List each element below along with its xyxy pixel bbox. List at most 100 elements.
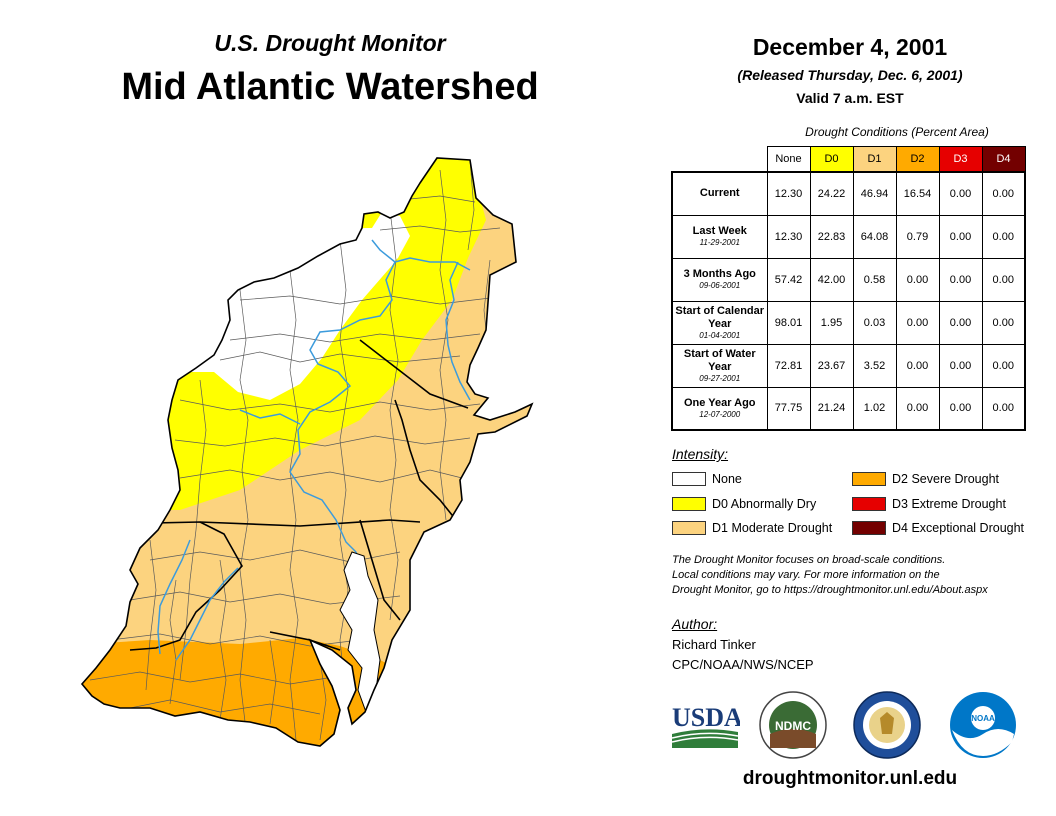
- table-cell: 46.94: [852, 171, 897, 216]
- table-row: 3 Months Ago 09-06-2001 57.42 42.00 0.58 0.00…: [671, 257, 1026, 302]
- legend-item-d0: D0 Abnormally Dry: [672, 497, 816, 511]
- table-cell: 0.58: [852, 257, 897, 302]
- legend-swatch: [672, 521, 706, 535]
- table-cell: 42.00: [809, 257, 854, 302]
- svg-text:USDA: USDA: [672, 703, 740, 732]
- row-date: 09-27-2001: [699, 373, 741, 383]
- website-url[interactable]: droughtmonitor.unl.edu: [742, 768, 958, 789]
- table-header-row: None D0 D1 D2 D3 D4: [672, 146, 1026, 173]
- noaa-logo: NOAA: [950, 692, 1016, 758]
- legend-item-d4: D4 Exceptional Drought: [852, 521, 1024, 535]
- column-header: D1: [852, 146, 897, 173]
- row-label-text: 3 Months Ago: [683, 268, 756, 280]
- drought-conditions-table: None D0 D1 D2 D3 D4 Current 12.30 24.22 46.…: [671, 146, 1026, 431]
- ndmc-logo: NDMC: [759, 691, 827, 759]
- row-date: 11-29-2001: [699, 238, 740, 247]
- county-boundaries: [89, 159, 501, 741]
- legend-swatch: [852, 497, 886, 511]
- row-label-text: Current: [699, 187, 740, 200]
- page-title: Mid Atlantic Watershed: [121, 66, 539, 108]
- table-cell: 21.24: [809, 386, 854, 431]
- row-label: Start of Water Year 09-27-2001: [671, 343, 768, 388]
- table-corner: [672, 147, 767, 173]
- row-date: 01-04-2001: [699, 330, 741, 340]
- note-line: Drought Monitor, go to https://droughtmo…: [672, 584, 988, 596]
- table-cell: 0.79: [895, 214, 940, 259]
- legend-item-d1: D1 Moderate Drought: [672, 521, 832, 535]
- legend-swatch: [672, 497, 706, 511]
- table-cell: 0.00: [981, 300, 1026, 345]
- table-cell: 0.00: [938, 343, 983, 388]
- column-header: D2: [895, 146, 940, 173]
- table-cell: 0.00: [938, 300, 983, 345]
- row-label-text: Start of Water Year: [683, 347, 756, 373]
- table-cell: 0.00: [981, 343, 1026, 388]
- legend-item-d3: D3 Extreme Drought: [852, 497, 1006, 511]
- table-cell: 1.95: [809, 300, 854, 345]
- usda-logo: USDA: [671, 703, 740, 748]
- legend-label: D4 Exceptional Drought: [892, 521, 1025, 535]
- row-label-text: Start of Calendar Year: [675, 304, 765, 330]
- svg-text:NOAA: NOAA: [971, 714, 995, 723]
- table-row: Start of Calendar Year 01-04-2001 98.01 1.9…: [671, 300, 1026, 345]
- legend-swatch: [852, 521, 886, 535]
- map-zone-none-north: [372, 212, 410, 270]
- column-header: D4: [981, 146, 1026, 173]
- table-cell: 0.00: [981, 214, 1026, 259]
- row-date: 12-07-2000: [699, 409, 741, 419]
- author-heading: Author:: [672, 616, 718, 632]
- author-org: CPC/NOAA/NWS/NCEP: [672, 657, 814, 672]
- legend-item-none: None: [672, 472, 742, 486]
- table-cell: 77.75: [766, 386, 811, 431]
- table-row: Start of Water Year 09-27-2001 72.81 23.67 3…: [671, 343, 1026, 388]
- row-label: 3 Months Ago 09-06-2001: [671, 257, 768, 302]
- row-label: Start of Calendar Year 01-04-2001: [671, 300, 768, 345]
- row-label-text: One Year Ago: [683, 396, 756, 409]
- row-label: One Year Ago 12-07-2000: [671, 386, 768, 431]
- table-cell: 12.30: [766, 171, 811, 216]
- legend-heading: Intensity:: [672, 446, 729, 462]
- legend-label: D2 Severe Drought: [892, 472, 1000, 486]
- column-header: None: [766, 146, 811, 173]
- table-cell: 0.00: [895, 300, 940, 345]
- table-cell: 24.22: [809, 171, 854, 216]
- table-row: One Year Ago 12-07-2000 77.75 21.24 1.02 0.00…: [671, 386, 1026, 431]
- svg-text:NDMC: NDMC: [775, 719, 811, 733]
- table-cell: 3.52: [852, 343, 897, 388]
- table-cell: 0.00: [938, 257, 983, 302]
- table-cell: 0.00: [981, 171, 1026, 216]
- table-cell: 0.03: [852, 300, 897, 345]
- legend-label: D1 Moderate Drought: [712, 521, 833, 535]
- table-cell: 1.02: [852, 386, 897, 431]
- legend-item-d2: D2 Severe Drought: [852, 472, 999, 486]
- valid-time: Valid 7 a.m. EST: [796, 90, 904, 106]
- row-label-text: Last Week: [692, 225, 747, 237]
- table-cell: 12.30: [766, 214, 811, 259]
- legend-swatch: [672, 472, 706, 486]
- table-cell: 0.00: [981, 257, 1026, 302]
- commerce-seal-logo: [853, 691, 921, 759]
- row-label: Last Week 11-29-2001: [671, 214, 768, 259]
- table-cell: 0.00: [938, 386, 983, 431]
- table-cell: 57.42: [766, 257, 811, 302]
- legend-label: None: [712, 472, 742, 486]
- legend-label: D3 Extreme Drought: [892, 497, 1006, 511]
- row-label: Current: [671, 171, 768, 216]
- table-cell: 0.00: [895, 257, 940, 302]
- release-date: (Released Thursday, Dec. 6, 2001): [737, 67, 963, 83]
- table-row: Last Week 11-29-2001 12.30 22.83 64.08 0.79 0.…: [671, 214, 1026, 259]
- rivers: [157, 239, 471, 661]
- table-cell: 22.83: [809, 214, 854, 259]
- legend-label: D0 Abnormally Dry: [712, 497, 817, 511]
- drought-map: [81, 157, 533, 747]
- table-cell: 23.67: [809, 343, 854, 388]
- row-date: 09-06-2001: [699, 281, 741, 290]
- table-caption: Drought Conditions (Percent Area): [805, 125, 989, 139]
- note-line: The Drought Monitor focuses on broad-sca…: [672, 554, 946, 566]
- table-cell: 0.00: [938, 171, 983, 216]
- subtitle: U.S. Drought Monitor: [214, 30, 446, 56]
- column-header: D3: [938, 146, 983, 173]
- author-name: Richard Tinker: [672, 637, 756, 652]
- legend-swatch: [852, 472, 886, 486]
- table-cell: 0.00: [895, 386, 940, 431]
